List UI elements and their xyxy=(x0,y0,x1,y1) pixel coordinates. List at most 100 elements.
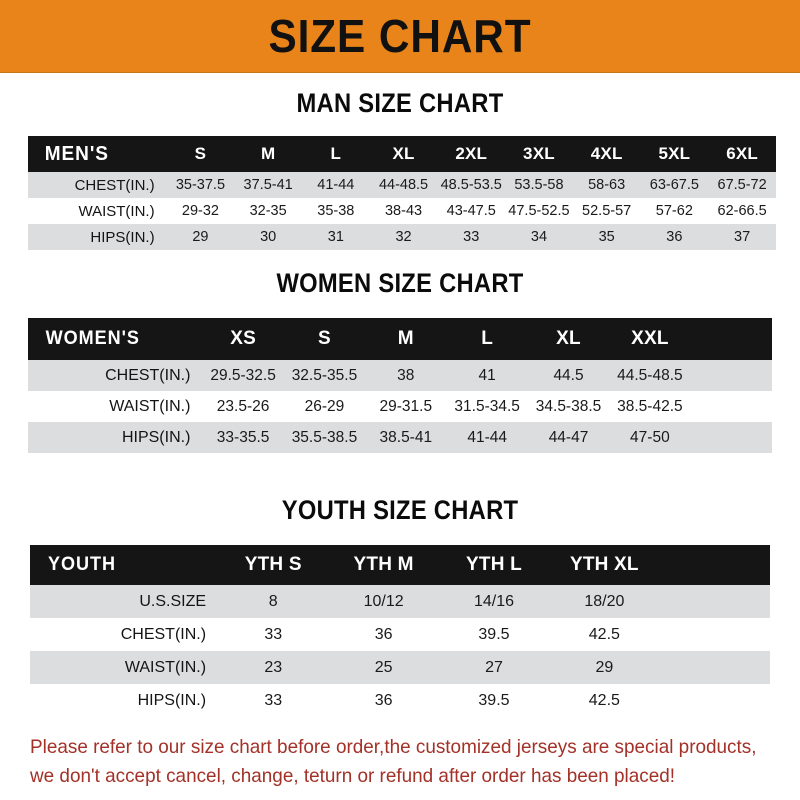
women-size-table: WOMEN'S XS S M L XL XXL CHEST(IN.) 29.5-32.5 32.5… xyxy=(28,318,772,453)
table-cell: 38 xyxy=(397,366,415,384)
table-cell: 31 xyxy=(327,229,344,245)
table-cell: 33 xyxy=(264,625,283,643)
youth-size-header xyxy=(660,545,770,585)
table-cell: 41-44 xyxy=(317,177,355,193)
women-section-title: WOMEN SIZE CHART xyxy=(276,268,524,298)
table-cell: 38.5-42.5 xyxy=(617,397,683,415)
men-size-header: 3XL xyxy=(523,144,555,163)
table-cell: 47-50 xyxy=(630,428,670,446)
table-cell: 34.5-38.5 xyxy=(535,397,602,415)
table-cell: 62-66.5 xyxy=(717,203,767,219)
table-cell: 52.5-57 xyxy=(582,203,632,219)
banner-title: SIZE CHART xyxy=(268,10,532,62)
table-cell: 32 xyxy=(395,229,412,245)
table-cell: 63-67.5 xyxy=(649,177,699,193)
table-cell xyxy=(660,651,770,684)
table-cell: 42.5 xyxy=(588,691,620,709)
table-cell xyxy=(691,391,772,422)
man-size-table: MEN'S S M L XL 2XL 3XL 4XL 5XL 6XL CHEST(IN.) 35-37… xyxy=(28,136,776,250)
table-cell: 39.5 xyxy=(478,691,510,709)
women-size-header: S xyxy=(318,328,331,349)
table-row: WAIST(IN.) 29-32 32-35 35-38 38-43 43-47.5 47.… xyxy=(28,198,776,224)
table-cell: 23 xyxy=(264,658,283,676)
women-table-body: WOMEN'S XS S M L XL XXL CHEST(IN.) 29.5-32.5 32.5… xyxy=(28,318,772,453)
youth-size-header: YTH XL xyxy=(569,554,639,575)
table-cell: 48.5-53.5 xyxy=(440,177,502,193)
table-row: CHEST(IN.) 35-37.5 37.5-41 41-44 44-48.5 48.5… xyxy=(28,172,776,198)
men-size-header: L xyxy=(330,144,342,163)
table-cell: 31.5-34.5 xyxy=(454,397,520,415)
table-cell: 34 xyxy=(530,229,548,245)
table-cell: 38.5-41 xyxy=(379,428,433,446)
youth-size-table: YOUTH YTH S YTH M YTH L YTH XL U.S.SIZE 8 10/12… xyxy=(30,545,770,717)
men-row-label: HIPS(IN.) xyxy=(90,228,155,246)
women-header-row: WOMEN'S XS S M L XL XXL xyxy=(28,318,772,360)
table-cell: 33 xyxy=(463,229,480,245)
women-size-header: L xyxy=(481,328,494,349)
men-size-header: M xyxy=(260,144,276,163)
table-cell: 35-37.5 xyxy=(175,177,226,193)
table-row: WAIST(IN.) 23 25 27 29 xyxy=(30,651,770,684)
table-cell: 35 xyxy=(598,229,615,245)
men-size-header: 2XL xyxy=(455,144,488,163)
men-size-header: 6XL xyxy=(726,144,758,163)
table-cell: 32-35 xyxy=(249,203,287,219)
women-row-label: CHEST(IN.) xyxy=(105,366,191,384)
table-cell: 35-38 xyxy=(317,203,355,219)
table-cell: 36 xyxy=(666,229,683,245)
table-cell: 67.5-72 xyxy=(717,177,767,193)
table-cell: 53.5-58 xyxy=(514,177,564,193)
men-size-header: XL xyxy=(392,144,415,163)
table-cell: 58-63 xyxy=(588,177,626,193)
table-cell xyxy=(691,360,772,391)
table-cell: 33 xyxy=(264,691,283,709)
table-cell: 43-47.5 xyxy=(446,203,496,219)
table-cell: 29 xyxy=(595,658,614,676)
table-cell: 8 xyxy=(268,592,278,610)
table-row: WAIST(IN.) 23.5-26 26-29 29-31.5 31.5-34.5 34… xyxy=(28,391,772,422)
table-cell xyxy=(660,684,770,717)
table-cell: 30 xyxy=(260,229,277,245)
women-size-header: XL xyxy=(556,328,581,349)
table-row: HIPS(IN.) 33 36 39.5 42.5 xyxy=(30,684,770,717)
table-cell: 29 xyxy=(192,229,209,245)
youth-row-label: U.S.SIZE xyxy=(139,592,207,610)
women-row-label: HIPS(IN.) xyxy=(121,428,191,446)
table-cell: 10/12 xyxy=(363,592,404,610)
table-cell: 44-47 xyxy=(548,428,589,446)
table-cell: 33-35.5 xyxy=(216,428,270,446)
table-cell: 23.5-26 xyxy=(216,397,270,415)
table-cell: 44.5 xyxy=(553,366,584,384)
man-table-body: MEN'S S M L XL 2XL 3XL 4XL 5XL 6XL CHEST(IN.) 35-37… xyxy=(28,136,776,250)
table-cell xyxy=(660,618,770,651)
men-size-header: 5XL xyxy=(658,144,691,163)
men-size-header: S xyxy=(194,144,207,163)
men-header-row: MEN'S S M L XL 2XL 3XL 4XL 5XL 6XL xyxy=(28,136,776,172)
women-size-header: XS xyxy=(230,328,256,349)
table-cell: 44.5-48.5 xyxy=(617,366,683,384)
table-cell: 29-32 xyxy=(181,203,219,219)
youth-size-header: YTH S xyxy=(244,554,302,575)
table-cell: 57-62 xyxy=(655,203,693,219)
table-row: HIPS(IN.) 29 30 31 32 33 34 35 36 37 xyxy=(28,224,776,250)
youth-table-body: YOUTH YTH S YTH M YTH L YTH XL U.S.SIZE 8 10/12… xyxy=(30,545,770,717)
footer-note-line-1: Please refer to our size chart before or… xyxy=(30,736,757,758)
table-cell: 36 xyxy=(374,691,393,709)
women-corner-label: WOMEN'S xyxy=(45,328,140,349)
table-cell: 39.5 xyxy=(478,625,510,643)
table-cell: 25 xyxy=(374,658,393,676)
table-cell: 47.5-52.5 xyxy=(508,203,570,219)
table-cell: 29.5-32.5 xyxy=(210,366,276,384)
women-size-header: XXL xyxy=(631,328,669,349)
man-section-title: MAN SIZE CHART xyxy=(296,88,504,118)
youth-size-header: YTH L xyxy=(466,554,522,575)
table-cell: 27 xyxy=(485,658,503,676)
table-cell: 37.5-41 xyxy=(243,177,293,193)
men-row-label: WAIST(IN.) xyxy=(78,202,155,220)
youth-size-header: YTH M xyxy=(353,554,414,575)
table-cell: 42.5 xyxy=(588,625,620,643)
youth-row-label: CHEST(IN.) xyxy=(120,625,207,643)
youth-section-title: YOUTH SIZE CHART xyxy=(281,495,519,525)
table-cell: 36 xyxy=(374,625,393,643)
women-size-header xyxy=(691,318,772,360)
